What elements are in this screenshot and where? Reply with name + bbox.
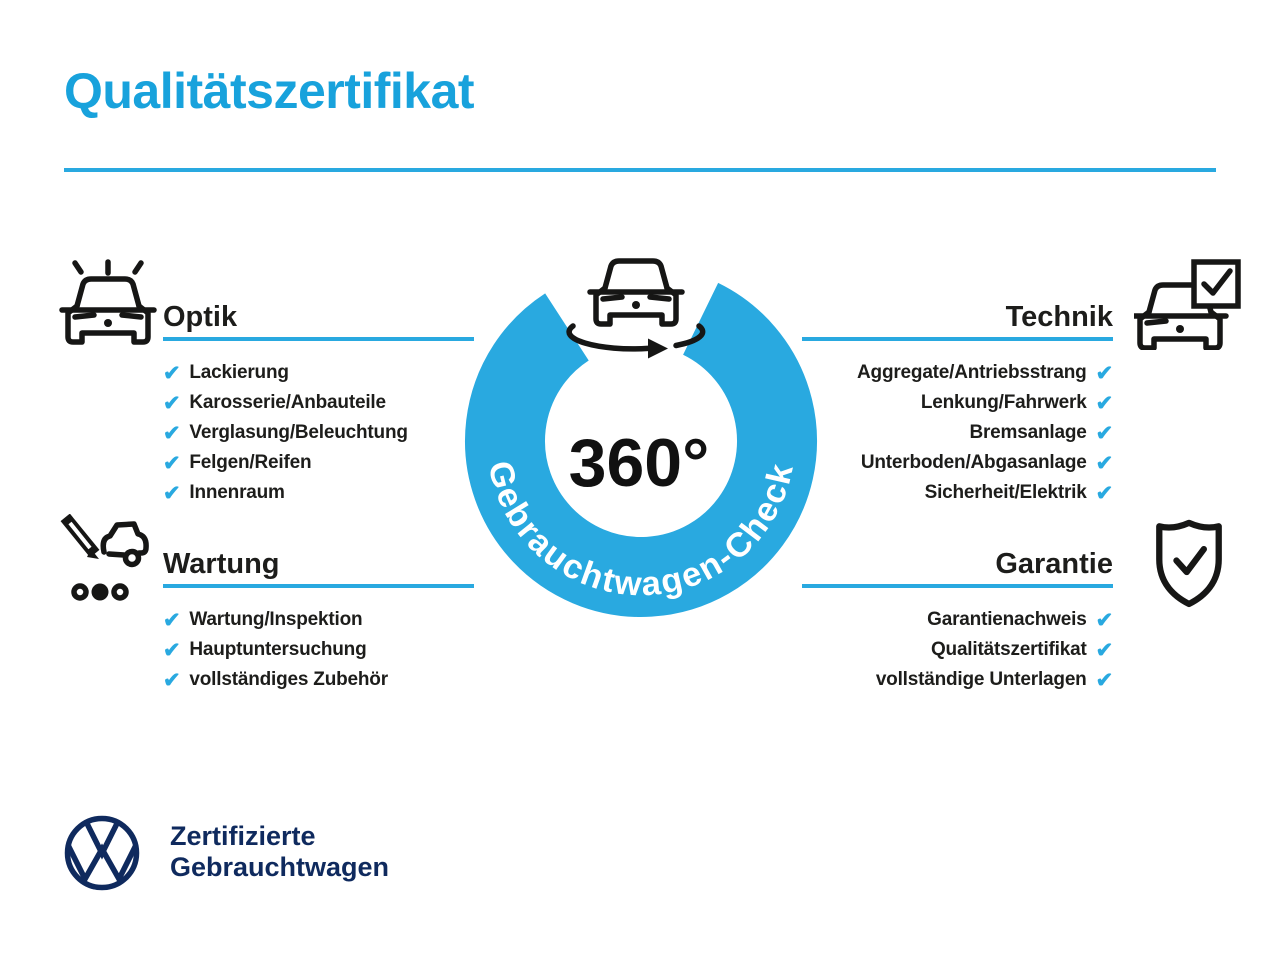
checklist-item-label: Unterboden/Abgasanlage <box>860 452 1087 473</box>
checklist-item-label: vollständiges Zubehör <box>189 669 388 690</box>
check-icon: ✔ <box>163 608 181 632</box>
checklist-item-label: Hauptuntersuchung <box>189 639 367 660</box>
checklist-item: ✔ Innenraum <box>163 478 474 508</box>
checklist-item: ✔ vollständiges Zubehör <box>163 665 474 695</box>
checklist-item: Unterboden/Abgasanlage ✔ <box>802 448 1113 478</box>
brand-line1: Zertifizierte <box>170 821 316 851</box>
brand-line2: Gebrauchtwagen <box>170 852 390 882</box>
check-icon: ✔ <box>1095 421 1114 445</box>
checklist-item-label: vollständige Unterlagen <box>875 669 1087 690</box>
vw-logo <box>64 815 140 891</box>
checklist-item-label: Bremsanlage <box>969 422 1087 443</box>
ring-360 <box>465 282 817 617</box>
checklist-item: ✔ Hauptuntersuchung <box>163 635 474 665</box>
checklist-item: Lenkung/Fahrwerk ✔ <box>802 388 1113 418</box>
checklist-item-label: Verglasung/Beleuchtung <box>189 422 408 443</box>
car-360-icon <box>566 258 706 359</box>
checklist-item: Aggregate/Antriebsstrang ✔ <box>802 358 1113 388</box>
checklist-item: ✔ Wartung/Inspektion <box>163 605 474 635</box>
badge-360-check: Gebrauchtwagen-Check 360° <box>465 258 817 617</box>
section-garantie: Garantie Garantienachweis ✔ Qualitätszert… <box>802 549 1113 695</box>
degrees-label: 360° <box>569 425 710 501</box>
checklist-item: ✔ Felgen/Reifen <box>163 448 474 478</box>
section-divider <box>163 337 474 341</box>
checklist-item-label: Innenraum <box>189 482 285 503</box>
checklist-item-label: Sicherheit/Elektrik <box>924 482 1087 503</box>
checklist-item-label: Garantienachweis <box>927 609 1087 630</box>
check-icon: ✔ <box>1095 451 1114 475</box>
check-icon: ✔ <box>1095 481 1114 505</box>
section-heading-garantie: Garantie <box>995 548 1113 580</box>
checklist-item-label: Aggregate/Antriebsstrang <box>857 362 1087 383</box>
brand-text: Zertifizierte Gebrauchtwagen <box>170 821 389 883</box>
section-heading-wartung: Wartung <box>163 548 280 580</box>
checklist-item: ✔ Verglasung/Beleuchtung <box>163 418 474 448</box>
checklist-item-label: Qualitätszertifikat <box>930 639 1087 660</box>
check-icon: ✔ <box>1095 668 1114 692</box>
section-technik: Technik Aggregate/Antriebsstrang ✔ Lenkun… <box>802 302 1113 508</box>
checklist-item: ✔ Lackierung <box>163 358 474 388</box>
check-icon: ✔ <box>163 638 181 662</box>
check-icon: ✔ <box>163 451 181 475</box>
checklist-optik: ✔ Lackierung ✔ Karosserie/Anbauteile ✔ Verg… <box>163 358 474 508</box>
section-heading-optik: Optik <box>163 301 238 333</box>
checklist-item-label: Lackierung <box>189 362 289 383</box>
checklist-item: ✔ Karosserie/Anbauteile <box>163 388 474 418</box>
check-icon: ✔ <box>163 421 181 445</box>
checklist-technik: Aggregate/Antriebsstrang ✔ Lenkung/Fahrwe… <box>802 358 1113 508</box>
checklist-item: Garantienachweis ✔ <box>802 605 1113 635</box>
check-icon: ✔ <box>163 361 181 385</box>
title-divider <box>64 168 1216 172</box>
checklist-garantie: Garantienachweis ✔ Qualitätszertifikat ✔ v… <box>802 605 1113 695</box>
check-icon: ✔ <box>1095 638 1114 662</box>
checklist-item: Sicherheit/Elektrik ✔ <box>802 478 1114 508</box>
checklist-wartung: ✔ Wartung/Inspektion ✔ Hauptuntersuchung ✔… <box>163 605 474 695</box>
checklist-item-label: Lenkung/Fahrwerk <box>920 392 1087 413</box>
checklist-item-label: Karosserie/Anbauteile <box>189 392 386 413</box>
check-icon: ✔ <box>1095 608 1114 632</box>
check-icon: ✔ <box>1095 391 1114 415</box>
check-icon: ✔ <box>163 391 181 415</box>
section-divider <box>802 584 1113 588</box>
car-checkbox-icon <box>1134 259 1241 350</box>
section-divider <box>163 584 474 588</box>
checklist-item: vollständige Unterlagen ✔ <box>802 665 1113 695</box>
shield-check-icon <box>1156 519 1222 608</box>
checklist-item-label: Felgen/Reifen <box>189 452 312 473</box>
section-heading-technik: Technik <box>1005 301 1113 333</box>
check-icon: ✔ <box>163 668 181 692</box>
checklist-item-label: Wartung/Inspektion <box>189 609 363 630</box>
checklist-item: Bremsanlage ✔ <box>802 418 1113 448</box>
car-shine-icon <box>59 259 157 345</box>
pencil-car-icon <box>60 514 149 601</box>
checklist-item: Qualitätszertifikat ✔ <box>802 635 1113 665</box>
section-divider <box>802 337 1113 341</box>
check-icon: ✔ <box>163 481 181 505</box>
section-wartung: Wartung ✔ Wartung/Inspektion ✔ Hauptunters… <box>163 549 474 695</box>
section-optik: Optik ✔ Lackierung ✔ Karosserie/Anbauteile… <box>163 302 474 508</box>
page-title: Qualitätszertifikat <box>64 63 475 119</box>
check-icon: ✔ <box>1095 361 1114 385</box>
